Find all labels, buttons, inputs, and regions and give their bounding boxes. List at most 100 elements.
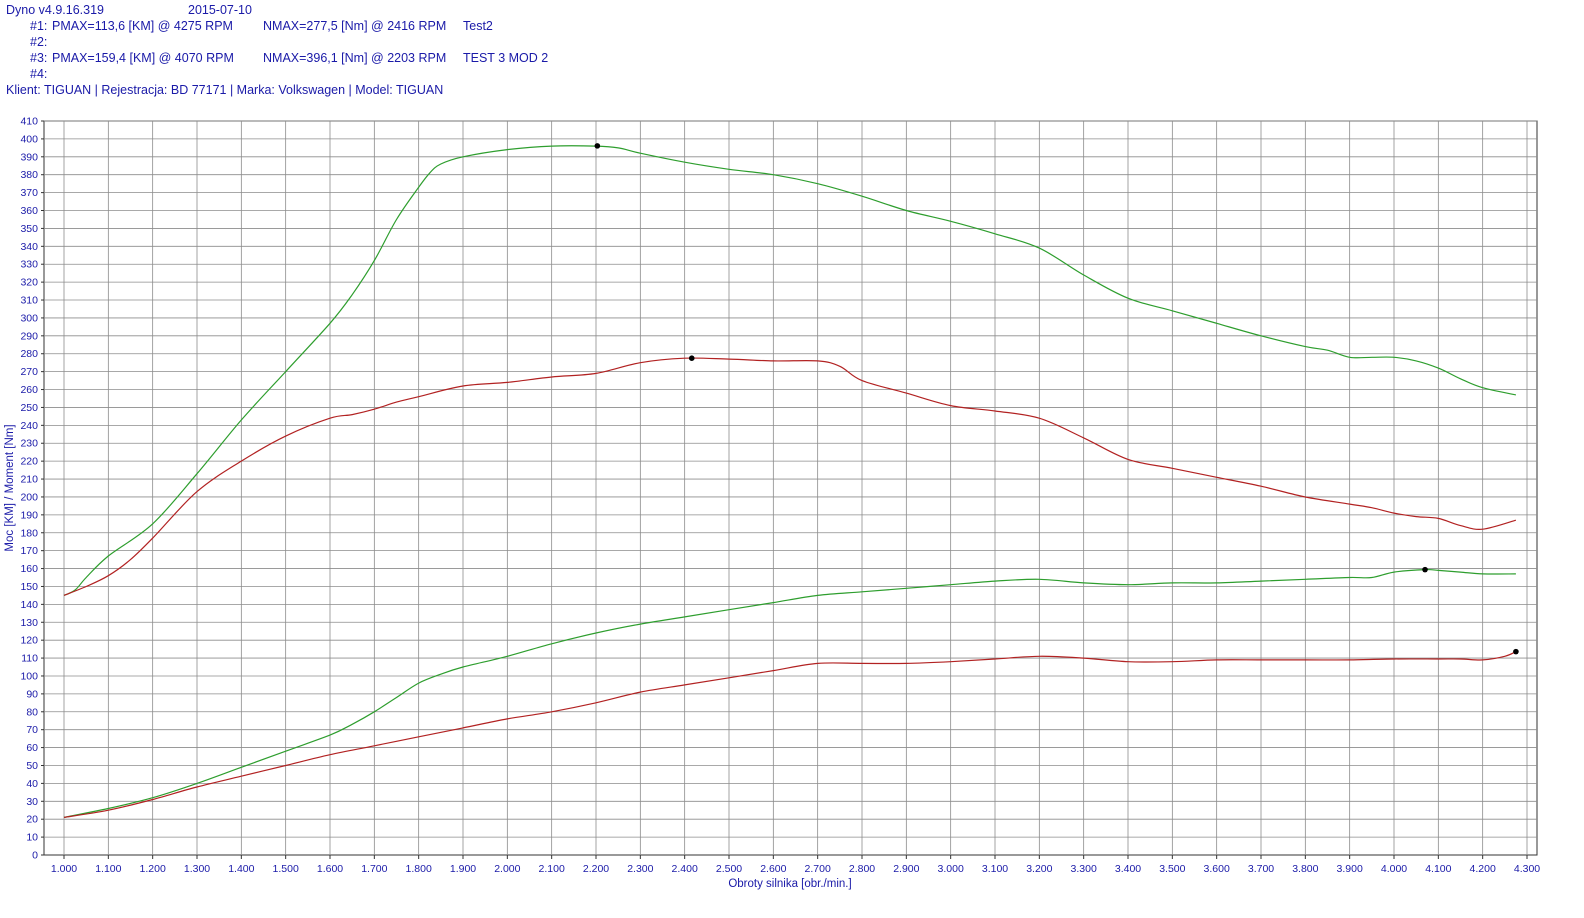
- client-info: Klient: TIGUAN | Rejestracja: BD 77171 |…: [6, 83, 444, 97]
- y-tick-label: 220: [20, 456, 38, 468]
- peak-marker-run1-power: [1513, 648, 1519, 655]
- y-tick-label: 390: [20, 151, 38, 163]
- x-tick-label: 4.300: [1514, 863, 1540, 875]
- run-legend-3-name: TEST 3 MOD 2: [463, 51, 549, 65]
- x-tick-label: 2.800: [849, 863, 875, 875]
- y-tick-label: 40: [26, 778, 38, 790]
- run-legend-4-id: #4:: [30, 67, 48, 81]
- app-version: Dyno v4.9.16.319: [6, 3, 104, 17]
- y-tick-label: 180: [20, 527, 38, 539]
- y-tick-label: 50: [26, 760, 38, 772]
- y-tick-label: 380: [20, 169, 38, 181]
- x-tick-label: 2.000: [494, 863, 520, 875]
- y-tick-label: 250: [20, 402, 38, 414]
- run-legend-3-nmax: NMAX=396,1 [Nm] @ 2203 RPM: [263, 51, 447, 65]
- y-tick-label: 270: [20, 366, 38, 378]
- y-tick-label: 400: [20, 133, 38, 145]
- test-date: 2015-07-10: [188, 3, 252, 17]
- x-tick-label: 1.400: [228, 863, 254, 875]
- x-tick-label: 3.900: [1337, 863, 1363, 875]
- y-tick-label: 260: [20, 384, 38, 396]
- x-tick-label: 2.100: [539, 863, 565, 875]
- y-tick-label: 280: [20, 348, 38, 360]
- y-tick-label: 160: [20, 563, 38, 575]
- y-tick-label: 310: [20, 295, 38, 307]
- y-tick-label: 300: [20, 312, 38, 324]
- y-tick-label: 320: [20, 277, 38, 289]
- run-legend-1-pmax: PMAX=113,6 [KM] @ 4275 RPM: [52, 19, 233, 33]
- y-tick-label: 340: [20, 241, 38, 253]
- y-axis-label: Moc [KM] / Moment [Nm]: [4, 424, 16, 551]
- y-tick-label: 370: [20, 187, 38, 199]
- y-tick-label: 240: [20, 420, 38, 432]
- y-tick-label: 190: [20, 509, 38, 521]
- plot-area: [43, 120, 1538, 856]
- y-tick-label: 140: [20, 599, 38, 611]
- run-legend-3-id: #3:: [30, 51, 48, 65]
- y-tick-label: 90: [26, 688, 38, 700]
- x-tick-label: 2.200: [583, 863, 609, 875]
- series-lines: [63, 145, 1517, 818]
- series-line-run3-torque: [63, 145, 1517, 596]
- y-tick-label: 200: [20, 491, 38, 503]
- x-axis-label: Obroty silnika [obr./min.]: [728, 878, 851, 890]
- run-legend-1-nmax: NMAX=277,5 [Nm] @ 2416 RPM: [263, 19, 447, 33]
- x-tick-label: 1.200: [140, 863, 166, 875]
- y-tick-label: 100: [20, 670, 38, 682]
- x-tick-label: 3.700: [1248, 863, 1274, 875]
- x-tick-label: 1.100: [95, 863, 121, 875]
- y-tick-label: 210: [20, 474, 38, 486]
- x-tick-label: 3.300: [1071, 863, 1097, 875]
- x-tick-label: 3.500: [1159, 863, 1185, 875]
- y-tick-label: 120: [20, 635, 38, 647]
- y-tick-label: 230: [20, 438, 38, 450]
- x-tick-label: 1.800: [406, 863, 432, 875]
- x-tick-label: 1.500: [273, 863, 299, 875]
- x-tick-label: 1.000: [51, 863, 77, 875]
- grid: [41, 120, 1537, 859]
- y-tick-label: 10: [26, 832, 38, 844]
- x-tick-label: 2.900: [893, 863, 919, 875]
- x-tick-label: 2.300: [627, 863, 653, 875]
- x-tick-label: 1.600: [317, 863, 343, 875]
- peak-marker-run3-torque: [594, 143, 601, 149]
- y-tick-label: 20: [26, 814, 38, 826]
- x-tick-label: 3.400: [1115, 863, 1141, 875]
- peak-marker-run3-power: [1422, 566, 1428, 573]
- run-legend-2-id: #2:: [30, 35, 48, 49]
- peak-markers: [594, 143, 1519, 655]
- x-tick-label: 2.600: [760, 863, 786, 875]
- x-tick-label: 4.100: [1425, 863, 1451, 875]
- x-tick-label: 2.700: [805, 863, 831, 875]
- x-tick-label: 1.300: [184, 863, 210, 875]
- series-line-run1-power: [63, 651, 1517, 818]
- series-line-run1-torque: [63, 357, 1517, 596]
- x-tick-label: 3.000: [938, 863, 964, 875]
- y-tick-label: 360: [20, 205, 38, 217]
- y-tick-label: 170: [20, 545, 38, 557]
- y-tick-label: 30: [26, 796, 38, 808]
- x-tick-label: 3.100: [982, 863, 1008, 875]
- y-tick-label: 330: [20, 259, 38, 271]
- y-tick-label: 290: [20, 330, 38, 342]
- x-tick-labels: 1.000 1.100 1.200 1.300 1.400 1.500 1.600 1.700…: [51, 863, 1540, 875]
- y-tick-label: 410: [20, 116, 38, 128]
- x-tick-label: 1.700: [361, 863, 387, 875]
- y-tick-label: 130: [20, 617, 38, 629]
- y-tick-labels: 0 10 20 30 40 50 60 70 80 90 100 110 120 130 140 150 160…: [20, 116, 38, 862]
- x-tick-label: 3.800: [1292, 863, 1318, 875]
- x-tick-label: 2.400: [672, 863, 698, 875]
- series-line-run3-power: [63, 568, 1516, 818]
- y-tick-label: 0: [32, 850, 38, 862]
- x-tick-label: 2.500: [716, 863, 742, 875]
- peak-marker-run1-torque: [688, 355, 695, 362]
- y-tick-label: 350: [20, 223, 38, 235]
- run-legend-1-name: Test2: [463, 19, 493, 33]
- run-legend-3-pmax: PMAX=159,4 [KM] @ 4070 RPM: [52, 51, 234, 65]
- x-tick-label: 4.000: [1381, 863, 1407, 875]
- y-tick-label: 80: [26, 706, 38, 718]
- x-tick-label: 1.900: [450, 863, 476, 875]
- y-tick-label: 150: [20, 581, 38, 593]
- y-tick-label: 110: [21, 653, 38, 665]
